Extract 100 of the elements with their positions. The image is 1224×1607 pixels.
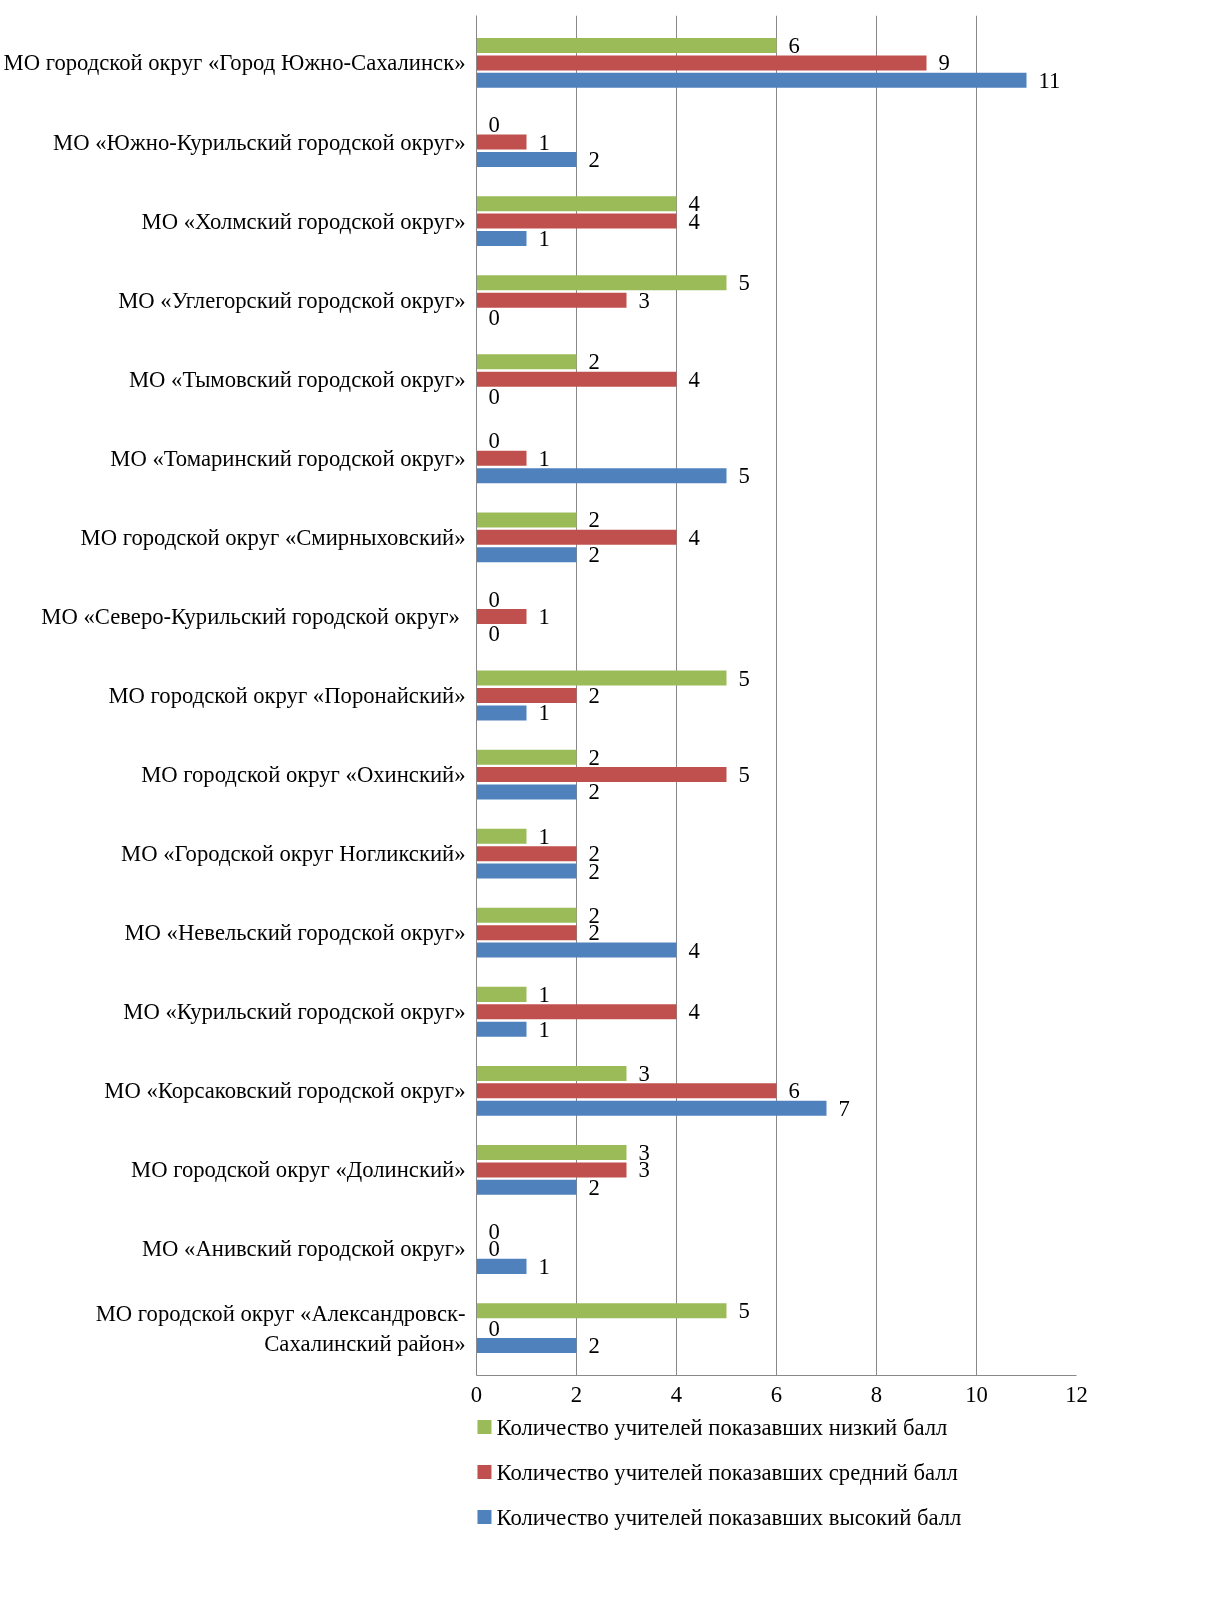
data-label: 0 xyxy=(488,428,500,454)
data-label: 1 xyxy=(538,981,550,1007)
data-label: 0 xyxy=(488,1315,500,1341)
bar xyxy=(476,846,577,862)
x-tick-label: 8 xyxy=(870,1381,883,1407)
bar xyxy=(476,1303,727,1319)
data-label: 2 xyxy=(588,507,600,533)
y-tick-label: МО «Невельский городской округ» xyxy=(124,920,466,946)
bar xyxy=(476,512,577,528)
data-label: 6 xyxy=(788,33,800,59)
data-label: 1 xyxy=(538,1016,550,1042)
x-tick-label: 2 xyxy=(570,1381,583,1407)
bar xyxy=(476,1179,577,1195)
data-label: 2 xyxy=(588,1332,600,1358)
data-label: 2 xyxy=(588,349,600,375)
bar xyxy=(476,134,527,150)
bar xyxy=(476,1337,577,1353)
data-label: 5 xyxy=(738,1298,750,1324)
y-tick-label: МО «Холмский городской округ» xyxy=(141,208,466,234)
bar xyxy=(476,1258,527,1274)
data-label: 1 xyxy=(538,700,550,726)
data-label: 4 xyxy=(688,937,700,963)
y-tick-label: МО городской округ «Смирныховский» xyxy=(80,524,466,550)
bar xyxy=(476,942,677,958)
bar xyxy=(476,863,577,879)
data-label: 2 xyxy=(588,1174,600,1200)
y-tick-label: МО «Южно-Курильский городской округ» xyxy=(53,129,466,155)
bar xyxy=(476,986,527,1002)
data-label: 2 xyxy=(588,744,600,770)
bar xyxy=(476,196,677,212)
data-label: 1 xyxy=(538,129,550,155)
y-tick-label: МО городской округ «Город Южно-Сахалинск» xyxy=(3,50,466,76)
data-label: 5 xyxy=(738,762,750,788)
y-tick-label: МО «Корсаковский городской округ» xyxy=(104,1078,466,1104)
bar xyxy=(476,687,577,704)
data-label: 1 xyxy=(538,823,550,849)
bar xyxy=(476,547,577,563)
data-label: 1 xyxy=(538,225,550,251)
x-tick-label: 4 xyxy=(670,1381,683,1407)
bar xyxy=(476,230,527,246)
data-label: 4 xyxy=(688,999,700,1025)
data-label: 9 xyxy=(938,50,950,76)
x-tick-label: 10 xyxy=(965,1381,988,1407)
bar xyxy=(476,275,727,291)
y-tick-label: МО «Курильский городской округ» xyxy=(123,999,466,1025)
bar xyxy=(476,907,577,923)
data-label: 11 xyxy=(1038,67,1061,93)
legend-label: Количество учителей показавших низкий балл xyxy=(496,1414,948,1440)
y-tick-label: МО «Городской округ Ногликский» xyxy=(121,841,466,867)
bar xyxy=(476,38,777,54)
bar xyxy=(476,608,527,624)
data-label: 5 xyxy=(738,665,750,691)
bar xyxy=(476,925,577,941)
bar xyxy=(476,151,577,167)
data-label: 6 xyxy=(788,1078,800,1104)
bar xyxy=(476,705,527,721)
data-label: 7 xyxy=(838,1095,850,1121)
data-label: 4 xyxy=(688,366,700,392)
bar xyxy=(476,749,577,765)
data-label: 0 xyxy=(488,621,500,647)
legend-label: Количество учителей показавших средний балл xyxy=(496,1459,958,1485)
y-tick-label: МО «Тымовский городской округ» xyxy=(128,366,466,392)
y-tick-label: МО «Северо-Курильский городской округ» xyxy=(41,603,460,629)
data-label: 2 xyxy=(588,542,600,568)
y-tick-label: МО городской округ «Александровск- Сахалинский район» xyxy=(95,1300,466,1356)
bar xyxy=(476,1065,627,1081)
y-tick-label: МО городской округ «Поронайский» xyxy=(108,683,466,708)
data-label: 0 xyxy=(488,112,500,138)
data-label: 5 xyxy=(738,463,750,489)
bar xyxy=(476,1145,627,1161)
bar xyxy=(476,828,527,844)
data-label: 1 xyxy=(538,603,550,629)
bar xyxy=(476,55,927,71)
bar xyxy=(476,1021,527,1037)
y-tick-label: МО городской округ «Долинский» xyxy=(131,1157,466,1183)
bar xyxy=(476,1083,777,1099)
data-label: 0 xyxy=(488,586,500,612)
data-label: 2 xyxy=(588,683,600,708)
bar xyxy=(476,1162,627,1178)
data-label: 1 xyxy=(538,445,550,471)
bar xyxy=(476,529,677,545)
data-label: 3 xyxy=(638,1060,650,1086)
bar xyxy=(476,1100,827,1116)
y-tick-label: МО «Анивский городской округ» xyxy=(141,1236,466,1262)
data-label: 5 xyxy=(738,270,750,296)
y-tick-label: МО «Томаринский городской округ» xyxy=(110,445,466,471)
data-label: 1 xyxy=(538,1253,550,1279)
bar xyxy=(476,371,677,387)
bar xyxy=(476,213,677,229)
data-label: 0 xyxy=(488,384,500,410)
bar xyxy=(476,1004,677,1020)
bar xyxy=(476,784,577,800)
bar xyxy=(476,292,627,308)
x-tick-label: 12 xyxy=(1065,1381,1088,1407)
bar xyxy=(476,767,727,783)
bar xyxy=(476,670,727,686)
data-label: 4 xyxy=(688,524,700,550)
bar xyxy=(476,450,527,466)
data-label: 3 xyxy=(638,287,650,313)
bar xyxy=(476,72,1027,88)
